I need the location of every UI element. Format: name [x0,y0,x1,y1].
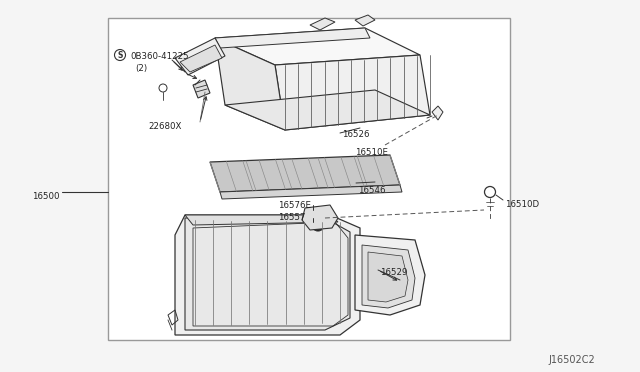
Text: 16510D: 16510D [505,200,539,209]
Polygon shape [220,185,402,199]
Polygon shape [310,18,335,30]
Polygon shape [215,38,285,130]
Text: 16576E: 16576E [278,201,311,210]
Text: 0B360-41225: 0B360-41225 [130,52,189,61]
Polygon shape [215,28,420,65]
Polygon shape [302,205,338,230]
Polygon shape [368,252,408,302]
Text: 22680X: 22680X [148,122,181,131]
Text: 16557: 16557 [278,213,305,222]
Text: J16502C2: J16502C2 [548,355,595,365]
Polygon shape [355,15,375,26]
Text: 16500: 16500 [33,192,60,201]
Polygon shape [225,90,430,130]
Polygon shape [175,215,360,335]
Bar [108,18,510,340]
Text: S: S [117,51,123,60]
Polygon shape [185,218,350,330]
Polygon shape [210,155,400,192]
Polygon shape [175,38,225,75]
Circle shape [312,219,324,231]
Polygon shape [275,55,430,130]
Polygon shape [362,245,415,308]
Text: 16510E: 16510E [355,148,388,157]
Polygon shape [432,106,443,120]
Polygon shape [355,235,425,315]
Text: (2): (2) [135,64,147,73]
Text: 16529: 16529 [380,268,408,277]
Polygon shape [180,45,222,72]
Polygon shape [193,80,210,98]
Polygon shape [185,215,338,225]
Polygon shape [215,28,370,48]
Text: 16526: 16526 [342,130,369,139]
Text: 16546: 16546 [358,186,385,195]
